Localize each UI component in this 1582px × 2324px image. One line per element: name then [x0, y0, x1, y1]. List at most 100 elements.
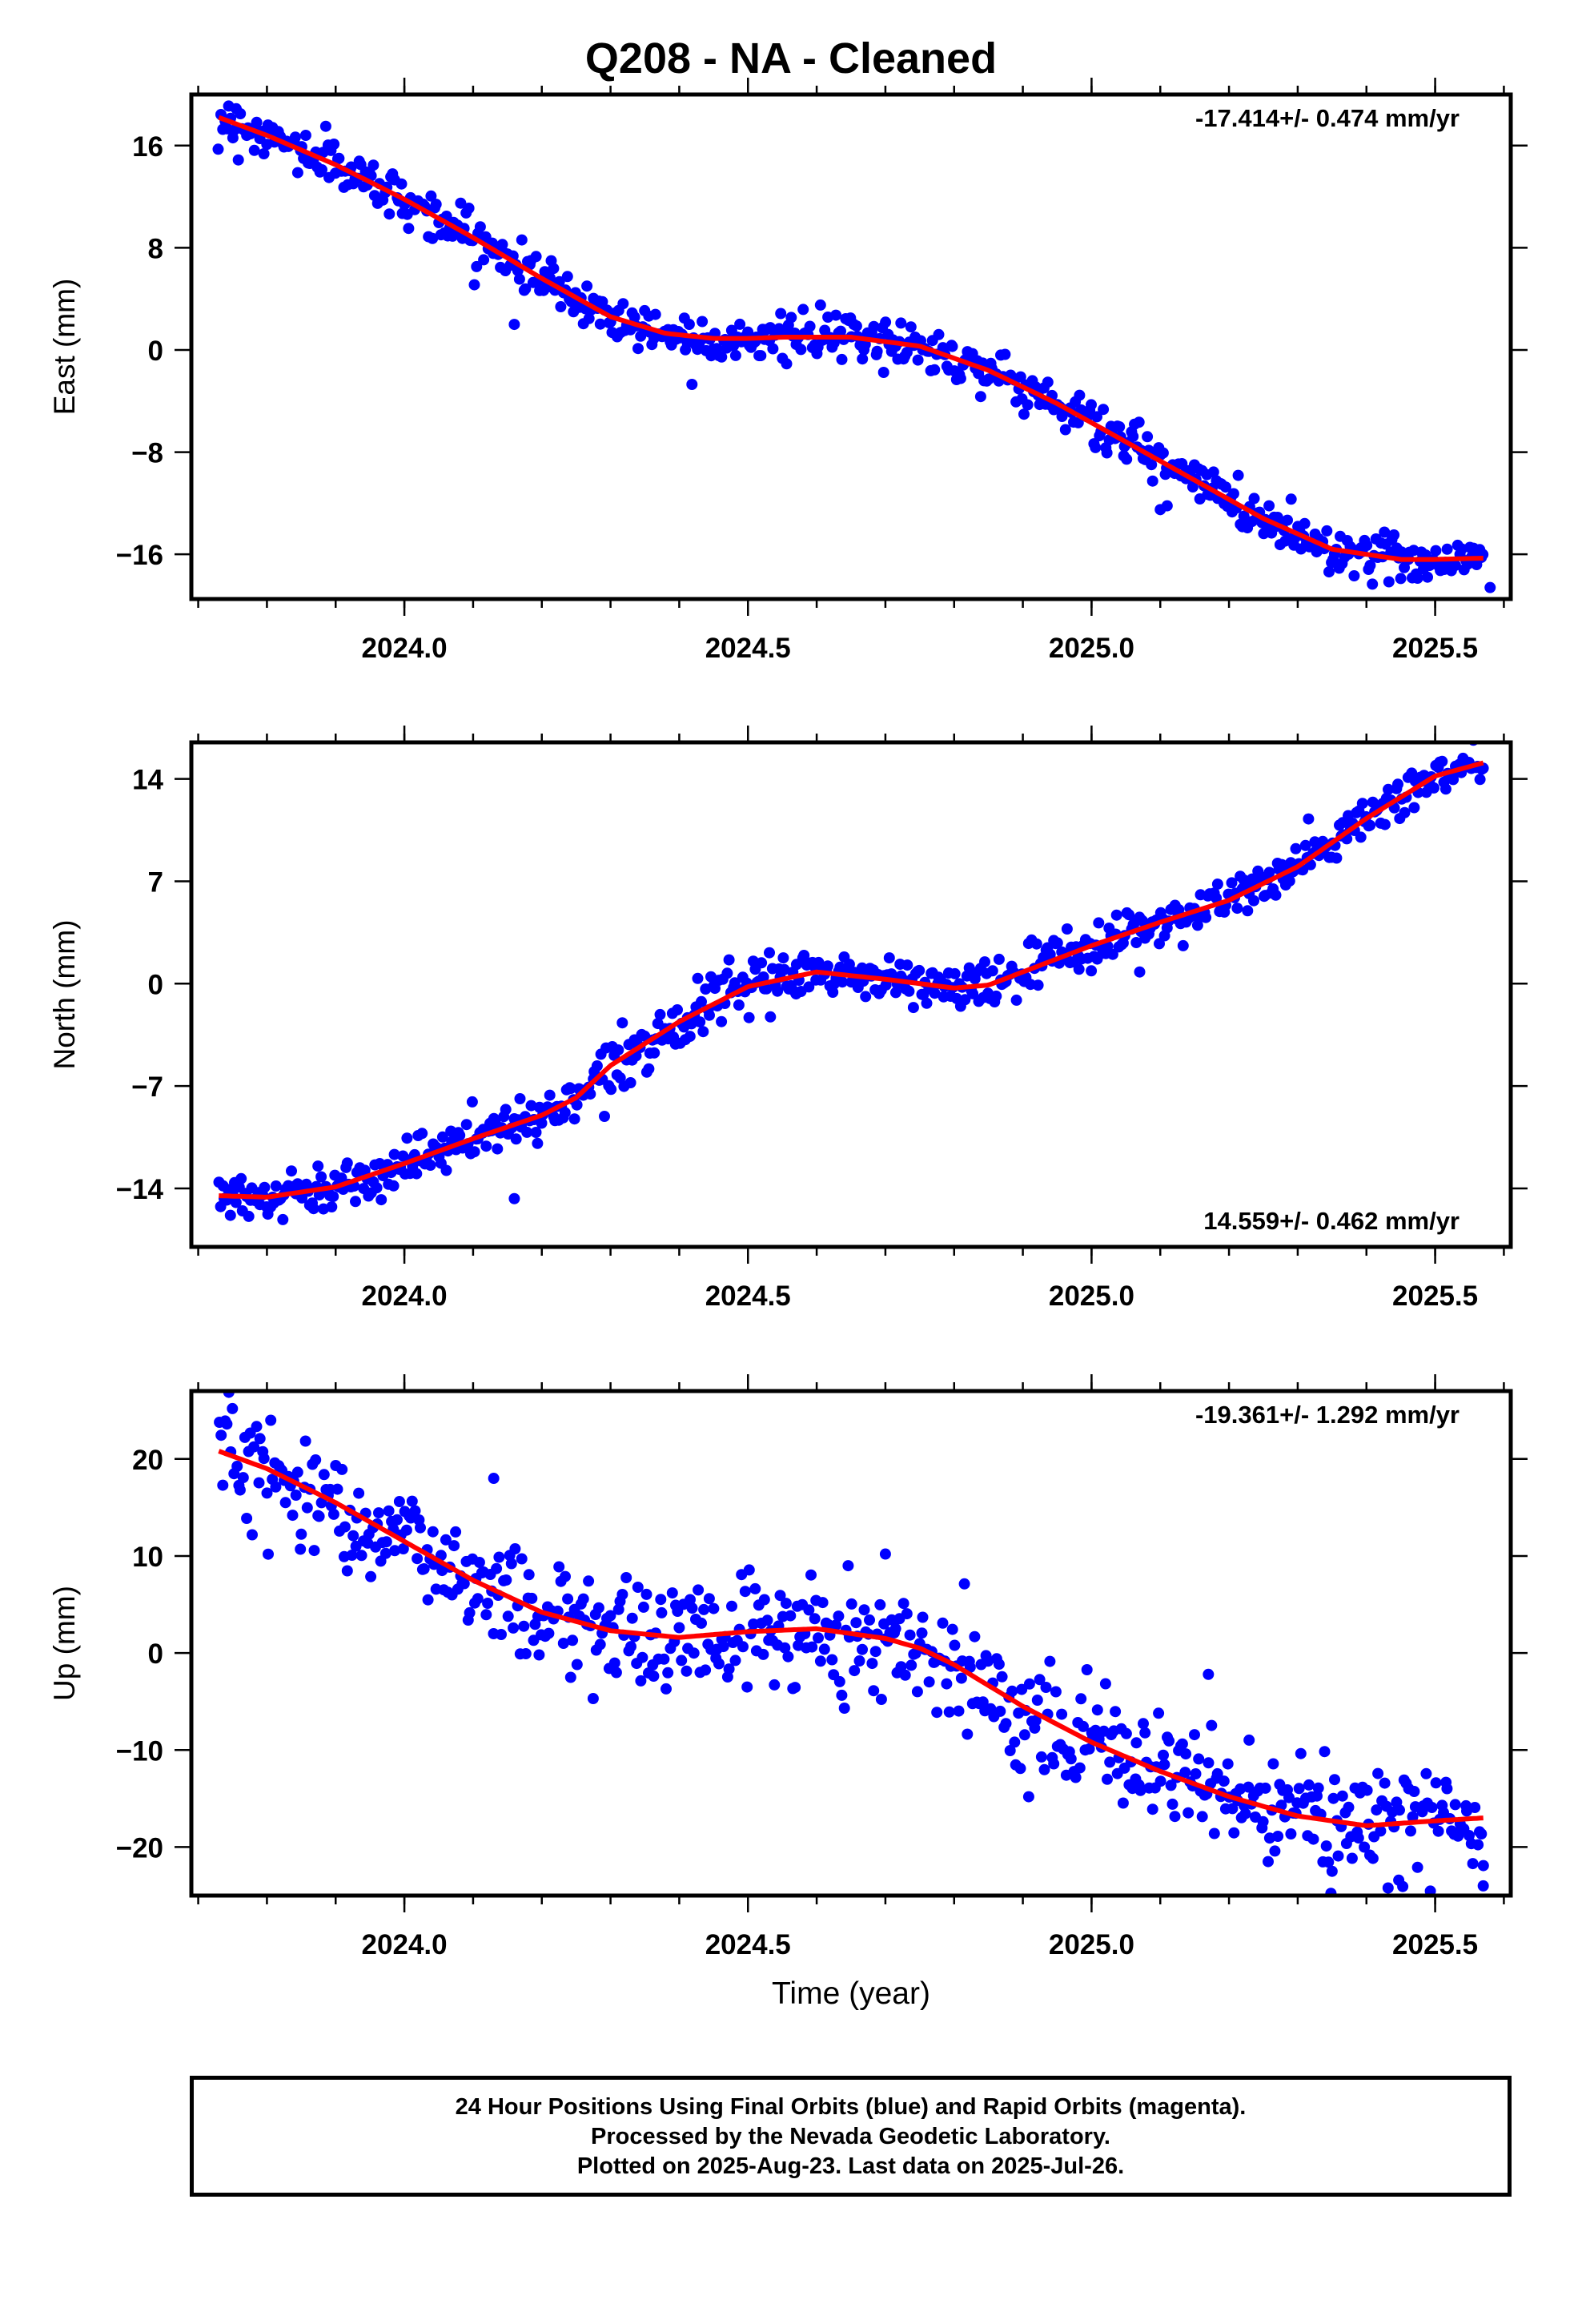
data-point: [648, 1671, 660, 1682]
data-point: [1030, 938, 1042, 950]
data-point: [1182, 1807, 1195, 1819]
data-point: [1428, 782, 1439, 794]
data-point: [564, 1083, 576, 1095]
data-point: [312, 1160, 324, 1172]
data-point: [1290, 842, 1302, 854]
data-point: [1379, 818, 1391, 830]
data-point: [625, 1641, 636, 1653]
data-point: [259, 1181, 271, 1193]
data-point: [482, 1598, 494, 1609]
data-point: [1269, 1845, 1281, 1857]
data-point: [700, 1664, 712, 1676]
data-point: [982, 1655, 994, 1667]
data-point: [1267, 1758, 1279, 1770]
data-point: [523, 1569, 535, 1581]
data-point: [877, 367, 889, 378]
data-point: [604, 1610, 616, 1622]
data-point: [1127, 431, 1139, 442]
data-point: [1426, 1802, 1438, 1813]
data-point: [1179, 1767, 1191, 1779]
data-point: [510, 1133, 522, 1145]
data-point: [1004, 1745, 1016, 1756]
data-point: [954, 372, 966, 384]
data-point: [450, 1526, 462, 1538]
data-point: [263, 1548, 274, 1560]
data-point: [1271, 512, 1283, 523]
data-point: [571, 1659, 583, 1671]
y-tick-label: 0: [148, 1638, 163, 1670]
data-point: [513, 273, 525, 285]
data-point: [1169, 1811, 1181, 1823]
data-point: [933, 328, 945, 340]
data-point: [333, 152, 345, 164]
data-point: [693, 1584, 705, 1596]
velocity-annotation: -17.414+/- 0.474 mm/yr: [1195, 104, 1460, 132]
data-point: [258, 148, 270, 159]
data-point: [1038, 1763, 1050, 1775]
y-tick-label: 7: [148, 866, 163, 898]
data-point: [583, 312, 595, 324]
data-point: [717, 1641, 729, 1653]
data-point: [946, 1623, 958, 1635]
data-point: [328, 139, 340, 150]
data-point: [905, 321, 917, 333]
data-point: [683, 319, 695, 330]
data-point: [383, 1505, 395, 1517]
x-tick-label: 2025.5: [1392, 633, 1478, 664]
data-point: [1200, 911, 1212, 923]
data-point: [1242, 905, 1254, 917]
data-point: [869, 1646, 881, 1658]
data-point: [1307, 1833, 1319, 1845]
x-tick-label: 2025.5: [1392, 1281, 1478, 1312]
data-point: [571, 1099, 583, 1111]
data-point: [520, 283, 532, 295]
data-point: [1424, 1885, 1436, 1896]
data-point: [397, 1543, 409, 1554]
data-point: [1319, 1746, 1331, 1758]
data-point: [1336, 1790, 1348, 1802]
data-point: [1367, 578, 1379, 590]
data-point: [1218, 1775, 1230, 1787]
data-point: [654, 1008, 666, 1020]
velocity-annotation: -19.361+/- 1.292 mm/yr: [1195, 1401, 1460, 1429]
data-point: [637, 1601, 649, 1613]
data-point: [904, 1629, 916, 1641]
data-point: [1042, 376, 1054, 388]
data-point: [313, 1510, 325, 1522]
data-point: [400, 1524, 412, 1536]
data-point: [1090, 1724, 1102, 1736]
data-point: [684, 1031, 696, 1043]
data-point: [864, 1614, 875, 1626]
data-point: [310, 1454, 322, 1466]
data-point: [805, 1569, 817, 1581]
data-point: [1180, 1748, 1192, 1760]
y-tick-label: −20: [116, 1832, 163, 1864]
data-point: [1477, 1860, 1489, 1872]
data-point: [1476, 1828, 1488, 1839]
data-point: [1422, 571, 1433, 583]
data-point: [849, 1665, 861, 1677]
data-point: [694, 1016, 706, 1028]
data-point: [739, 1586, 751, 1598]
data-point: [265, 1414, 277, 1426]
data-point: [1110, 1706, 1122, 1718]
data-point: [1158, 1749, 1169, 1761]
data-point: [1093, 917, 1105, 929]
y-axis-label: East (mm): [48, 279, 81, 416]
data-point: [953, 1705, 965, 1717]
data-point: [713, 1658, 725, 1670]
data-point: [1472, 1839, 1484, 1851]
data-point: [907, 1002, 919, 1014]
y-axis-label: Up (mm): [48, 1586, 81, 1701]
data-point: [775, 308, 787, 320]
data-point: [217, 1479, 229, 1491]
data-point: [1399, 806, 1411, 818]
data-point: [526, 1592, 538, 1604]
x-tick-label: 2024.5: [705, 1929, 791, 1960]
data-point: [232, 154, 244, 166]
data-point: [616, 1017, 628, 1029]
data-point: [536, 1117, 548, 1129]
data-point: [346, 1550, 358, 1561]
data-point: [880, 979, 892, 991]
data-point: [248, 1441, 260, 1453]
